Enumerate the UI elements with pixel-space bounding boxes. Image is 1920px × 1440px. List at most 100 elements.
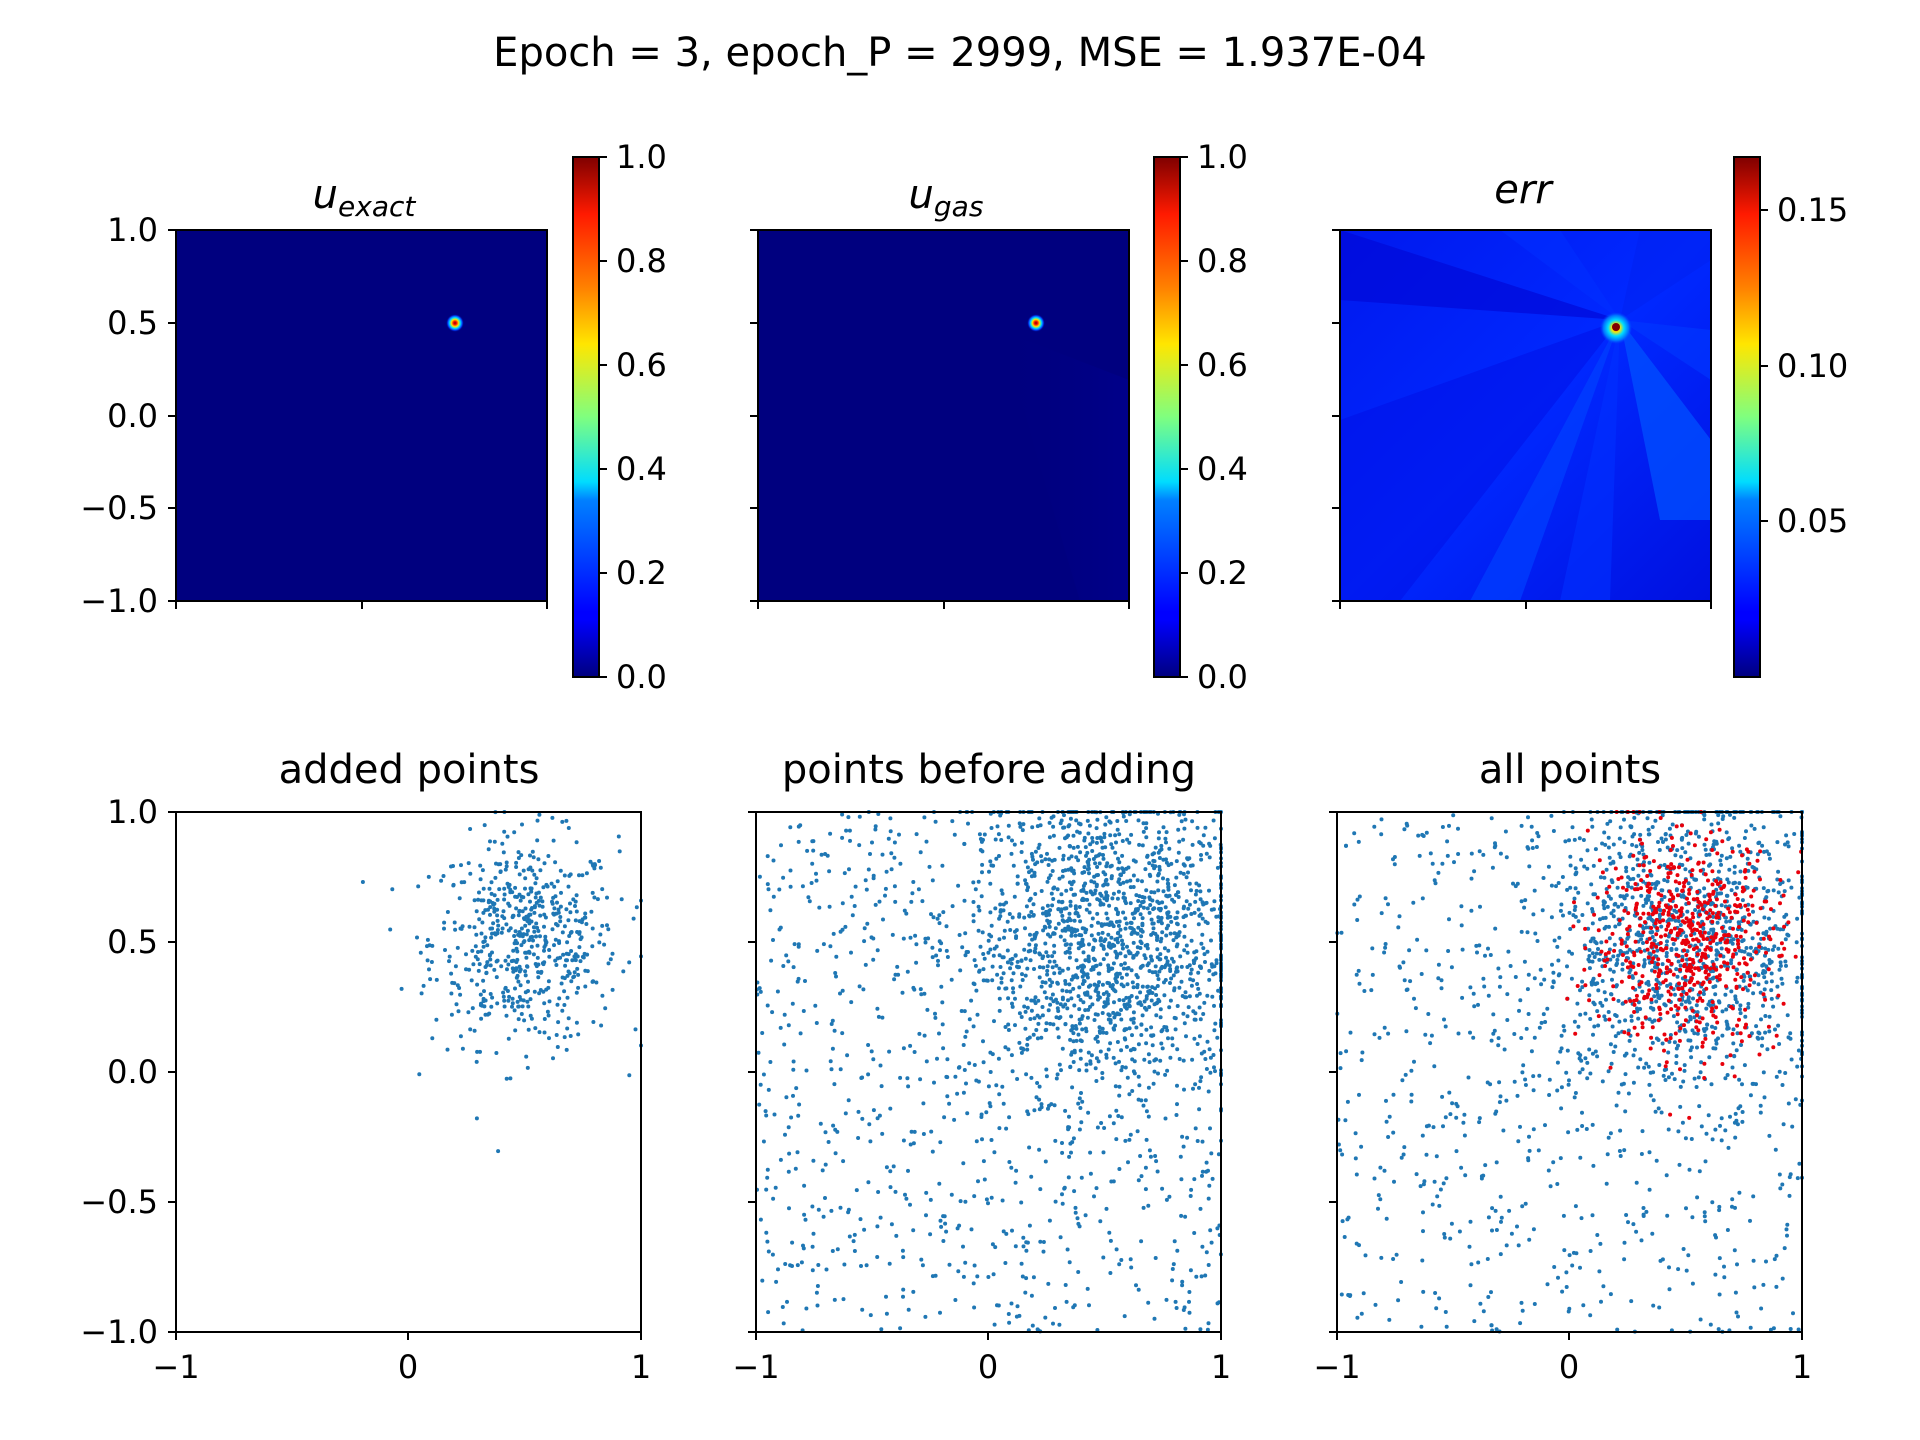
scatter-point: [1521, 1063, 1526, 1068]
scatter-point: [1150, 921, 1155, 926]
scatter-point: [1207, 1183, 1212, 1188]
scatter-point: [1127, 999, 1132, 1004]
scatter-point: [574, 1020, 579, 1025]
scatter-point: [995, 972, 1000, 977]
scatter-point: [1456, 852, 1461, 856]
scatter-point: [793, 1166, 798, 1171]
scatter-point: [856, 1136, 861, 1140]
scatter-point: [1354, 1241, 1359, 1246]
scatter-point: [1100, 1011, 1105, 1015]
colorbar-tick-label: 0.05: [1777, 502, 1848, 540]
scatter-point: [1174, 1306, 1179, 1310]
scatter-point: [815, 948, 820, 953]
scatter-point: [1578, 1053, 1583, 1058]
scatter-point: [390, 887, 395, 892]
scatter-point: [1193, 892, 1198, 897]
scatter-point: [888, 816, 893, 821]
scatter-point: [1523, 1201, 1528, 1206]
scatter-point: [1187, 856, 1192, 861]
scatter-point: [1029, 1293, 1034, 1298]
scatter-point: [1686, 841, 1691, 846]
scatter-point: [555, 1045, 560, 1049]
scatter-point: [765, 1175, 770, 1180]
scatter-point: [1587, 1047, 1592, 1052]
scatter-point: [1101, 902, 1106, 907]
scatter-point: [496, 923, 501, 928]
scatter-point: [553, 860, 558, 865]
scatter-point: [1175, 1047, 1180, 1052]
scatter-point: [961, 1244, 965, 1249]
scatter-point: [1196, 907, 1201, 912]
scatter-point: [1207, 968, 1212, 973]
scatter-point: [1083, 1213, 1088, 1218]
scatter-point: [547, 1036, 551, 1041]
scatter-point: [505, 834, 510, 839]
scatter-point: [1611, 969, 1616, 974]
scatter-point: [868, 1313, 873, 1318]
scatter-point: [1183, 1326, 1188, 1331]
scatter-point: [1704, 1131, 1709, 1136]
scatter-point: [829, 1022, 834, 1026]
scatter-point: [1525, 987, 1530, 992]
scatter-point: [542, 1017, 547, 1021]
scatter-point: [933, 1015, 938, 1020]
scatter-point: [1040, 980, 1045, 985]
scatter-point: [1006, 823, 1011, 828]
scatter-point: [1782, 914, 1787, 919]
scatter-point: [1072, 1050, 1077, 1055]
scatter-point: [1056, 1009, 1061, 1013]
scatter-point: [1463, 1173, 1468, 1178]
scatter-point: [1542, 977, 1547, 982]
scatter-point: [1208, 1070, 1213, 1075]
scatter-point: [1786, 1101, 1791, 1106]
scatter-point: [1048, 1002, 1053, 1007]
scatter-point: [1646, 982, 1651, 987]
scatter-point: [1056, 907, 1061, 912]
scatter-point: [760, 1278, 765, 1283]
scatter-point: [478, 877, 483, 882]
scatter-point: [1767, 852, 1771, 857]
scatter-point: [929, 912, 933, 917]
scatter-point: [1785, 1233, 1789, 1238]
scatter-point: [757, 986, 762, 991]
scatter-point: [1466, 1075, 1471, 1080]
scatter-point: [765, 854, 770, 859]
scatter-point: [1085, 897, 1090, 902]
scatter-point: [1069, 933, 1074, 938]
scatter-point: [850, 913, 855, 918]
scatter-point: [1590, 907, 1595, 911]
scatter-point: [1708, 947, 1713, 952]
scatter-point: [1077, 1127, 1082, 1132]
scatter-point: [425, 958, 430, 963]
scatter-point: [786, 959, 791, 964]
scatter-point: [1386, 902, 1390, 907]
scatter-point: [1171, 938, 1176, 943]
scatter-point: [1747, 974, 1752, 979]
scatter-point: [1164, 933, 1169, 938]
scatter-point: [1739, 1039, 1744, 1044]
scatter-point: [574, 840, 579, 845]
scatter-point: [1420, 1258, 1425, 1263]
scatter-point: [1116, 923, 1121, 928]
scatter-point: [1185, 1135, 1190, 1140]
scatter-point: [1675, 848, 1680, 853]
scatter-point: [1543, 1123, 1547, 1128]
scatter-point: [1068, 989, 1073, 994]
scatter-point: [1154, 1159, 1159, 1164]
scatter-point: [1116, 879, 1121, 884]
scatter-point: [590, 890, 595, 895]
scatter-point: [1725, 1228, 1730, 1232]
scatter-point: [832, 1297, 837, 1302]
scatter-point: [1758, 1103, 1763, 1108]
scatter-point: [1058, 821, 1063, 826]
scatter-point: [536, 970, 541, 975]
scatter-point: [1567, 1253, 1572, 1258]
scatter-point: [785, 1299, 789, 1304]
scatter-point: [1152, 890, 1157, 895]
scatter-point: [1670, 822, 1675, 827]
scatter-point: [865, 921, 870, 926]
scatter-point: [1666, 934, 1671, 939]
scatter-point: [1151, 1081, 1156, 1086]
scatter-point: [1152, 1316, 1157, 1321]
scatter-point: [1177, 930, 1182, 935]
